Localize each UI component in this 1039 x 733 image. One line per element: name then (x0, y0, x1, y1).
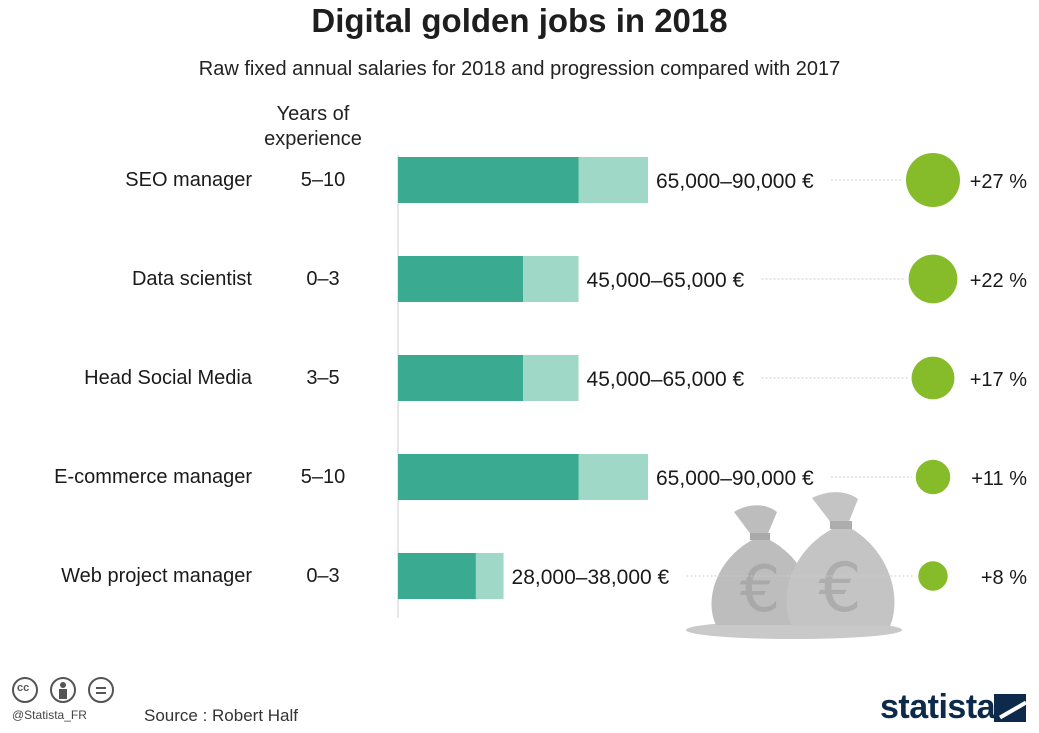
cc-icon: cc (12, 677, 38, 703)
growth-label: +27 % (970, 171, 1027, 193)
salary-label: 45,000–65,000 € (587, 368, 745, 391)
experience-label: 5–10 (301, 466, 346, 488)
experience-label: 3–5 (306, 367, 339, 389)
growth-circle (918, 561, 948, 591)
growth-circle (915, 459, 951, 495)
salary-min-bar (398, 157, 579, 203)
footer-handle: @Statista_FR (12, 708, 87, 722)
svg-text:€: € (818, 549, 861, 628)
growth-circle (906, 153, 960, 207)
salary-label: 65,000–90,000 € (656, 467, 814, 490)
job-label: E-commerce manager (54, 466, 252, 488)
svg-text:€: € (740, 553, 781, 627)
job-label: Head Social Media (84, 367, 253, 389)
growth-label: +8 % (981, 567, 1027, 589)
salary-min-bar (398, 553, 476, 599)
growth-label: +17 % (970, 369, 1027, 391)
experience-header-line-1: Years of (276, 103, 350, 125)
salary-label: 28,000–38,000 € (512, 566, 670, 589)
statista-brand: statista (880, 688, 996, 726)
source-note: Source : Robert Half (144, 706, 299, 725)
job-label: SEO manager (125, 169, 252, 191)
experience-label: 5–10 (301, 169, 346, 191)
salary-min-bar (398, 256, 523, 302)
money-bags-icon: € € (686, 492, 902, 639)
salary-label: 45,000–65,000 € (587, 269, 745, 292)
nd-icon (88, 677, 114, 703)
by-icon (50, 677, 76, 703)
chart-title: Digital golden jobs in 2018 (311, 2, 728, 39)
experience-label: 0–3 (306, 268, 339, 290)
growth-circle (908, 254, 958, 304)
salary-min-bar (398, 355, 523, 401)
salary-min-bar (398, 454, 579, 500)
experience-column-header: Years of experience (248, 102, 378, 152)
growth-label: +22 % (970, 270, 1027, 292)
salary-label: 65,000–90,000 € (656, 170, 814, 193)
chart-subtitle: Raw fixed annual salaries for 2018 and p… (198, 58, 841, 80)
job-label: Data scientist (132, 268, 252, 290)
statista-logo-icon (994, 694, 1026, 722)
growth-circle (911, 356, 955, 400)
job-label: Web project manager (61, 565, 252, 587)
experience-label: 0–3 (306, 565, 339, 587)
experience-header-line-2: experience (264, 128, 362, 150)
growth-label: +11 % (971, 468, 1027, 490)
